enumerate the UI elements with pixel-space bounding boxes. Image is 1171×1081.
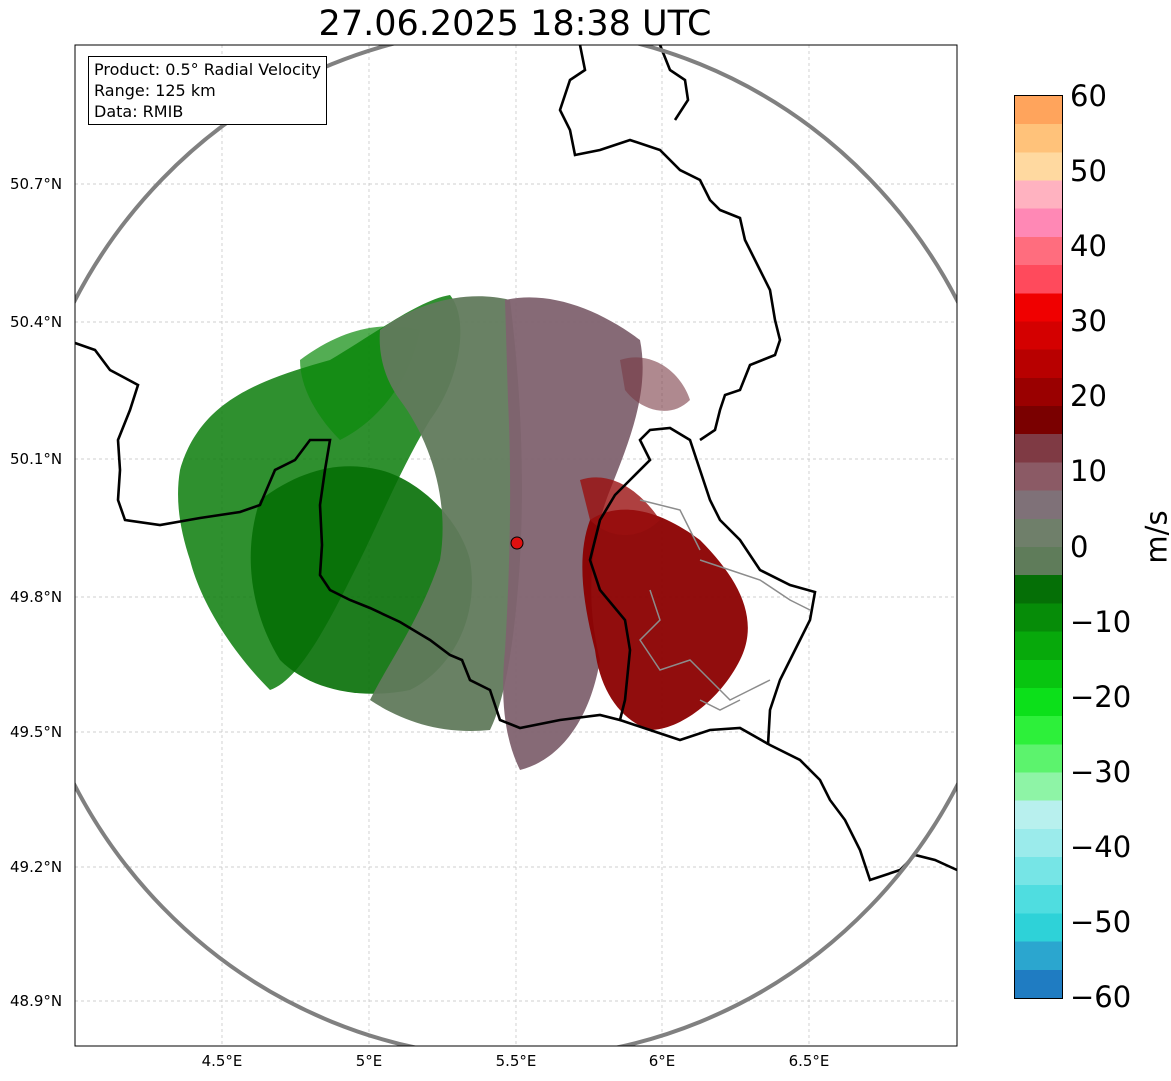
echo-near-zero-east <box>503 297 643 770</box>
colorbar-tick-neg60: −60 <box>1070 980 1132 1014</box>
info-product: Product: 0.5° Radial Velocity <box>94 60 322 79</box>
colorbar-unit-label: m/s <box>1139 510 1171 564</box>
info-source: Data: RMIB <box>94 102 184 121</box>
lon-label-6-5: 6.5°E <box>788 1052 830 1070</box>
lon-label-5-5: 5.5°E <box>495 1052 537 1070</box>
regional-borders <box>639 499 811 711</box>
colorbar-tick-neg50: −50 <box>1070 905 1132 939</box>
colorbar-tick-0: 0 <box>1070 530 1089 564</box>
map-frame <box>74 44 958 1047</box>
radar-site-marker <box>510 536 524 550</box>
colorbar-tick-60: 60 <box>1070 79 1107 113</box>
info-box: Product: 0.5° Radial Velocity Range: 125… <box>88 56 328 125</box>
country-borders <box>75 45 957 882</box>
colorbar-tick-20: 20 <box>1070 379 1107 413</box>
lat-label-49-8: 49.8°N <box>10 588 63 606</box>
lon-label-5: 5°E <box>355 1052 383 1070</box>
lat-label-49-2: 49.2°N <box>10 858 63 876</box>
echo-near-zero-west <box>370 296 522 731</box>
colorbar-tick-10: 10 <box>1070 454 1107 488</box>
echo-outbound-ne <box>620 357 690 411</box>
lon-label-4-5: 4.5°E <box>201 1052 243 1070</box>
lon-label-6: 6°E <box>648 1052 676 1070</box>
colorbar-tick-50: 50 <box>1070 154 1107 188</box>
map-title: 27.06.2025 18:38 UTC <box>318 4 712 44</box>
lat-label-49-5: 49.5°N <box>10 723 63 741</box>
colorbar-tick-30: 30 <box>1070 304 1107 338</box>
lat-label-50-7: 50.7°N <box>10 175 63 193</box>
colorbar-tick-40: 40 <box>1070 229 1107 263</box>
colorbar-tick-neg10: −10 <box>1070 605 1132 639</box>
colorbar-tick-neg40: −40 <box>1070 830 1132 864</box>
velocity-field <box>178 295 748 770</box>
colorbar-tick-neg30: −30 <box>1070 755 1132 789</box>
echo-outbound-core <box>582 509 748 730</box>
lat-label-48-9: 48.9°N <box>10 992 63 1010</box>
colorbar-tick-neg20: −20 <box>1070 680 1132 714</box>
lat-label-50-1: 50.1°N <box>10 450 63 468</box>
info-range: Range: 125 km <box>94 81 216 100</box>
lat-label-50-4: 50.4°N <box>10 313 63 331</box>
colorbar <box>1014 95 1063 999</box>
